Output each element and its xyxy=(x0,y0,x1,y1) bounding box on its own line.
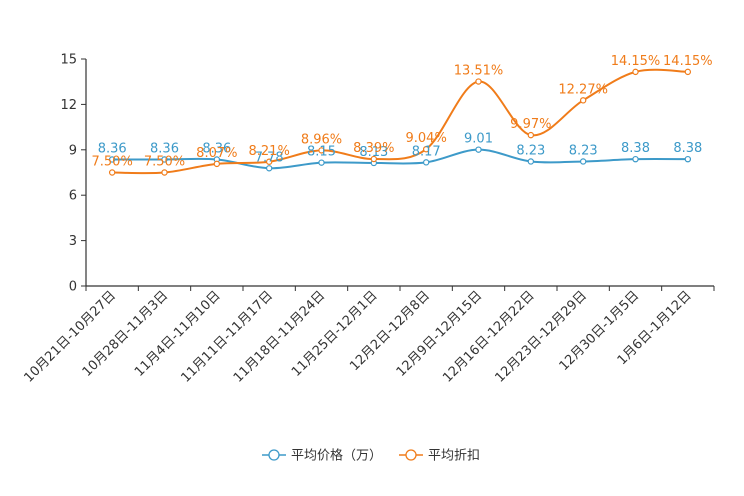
data-label: 8.13 xyxy=(359,145,388,160)
data-label: 9.01 xyxy=(464,132,493,147)
data-label: 8.36 xyxy=(98,141,127,156)
x-tick-label: 11月11日-11月17日 xyxy=(179,288,276,385)
data-point xyxy=(422,159,430,166)
chart-axes xyxy=(81,58,715,291)
data-point xyxy=(370,155,378,163)
data-point xyxy=(265,165,273,172)
series-points xyxy=(108,68,692,176)
x-axis-tick-labels: 10月21日-10月27日10月28日-11月3日11月4日-11月10日11月… xyxy=(22,288,695,385)
data-point xyxy=(213,160,221,168)
data-label: 12.27% xyxy=(558,82,608,97)
data-point xyxy=(265,158,273,165)
legend-label: 平均价格（万） xyxy=(291,448,382,464)
data-label: 14.15% xyxy=(663,54,713,69)
y-axis-tick-labels: 0 3 6 9 12 15 xyxy=(60,53,77,295)
x-tick-label: 12月23日-12月29日 xyxy=(493,288,590,385)
data-point xyxy=(318,147,325,154)
data-point xyxy=(161,156,168,163)
legend-label: 平均折扣 xyxy=(428,449,480,464)
y-tick-label: 12 xyxy=(60,98,77,113)
data-label: 8.23 xyxy=(516,143,545,158)
data-point xyxy=(632,68,639,76)
data-label: 8.36 xyxy=(202,141,231,156)
data-label: 8.38 xyxy=(621,141,650,156)
data-point xyxy=(318,159,325,166)
y-tick-label: 3 xyxy=(69,234,77,249)
data-point xyxy=(161,169,168,176)
data-label: 8.07% xyxy=(196,146,237,161)
data-labels: 8.36 8.36 8.36 7.78 8.15 8.13 8.17 9.01 8.23 8.23… xyxy=(92,54,713,170)
x-tick-label: 12月16日-12月22日 xyxy=(440,288,537,385)
data-label: 7.78 xyxy=(255,150,284,165)
chart-legend[interactable]: 平均价格（万） 平均折扣 xyxy=(262,448,480,464)
data-point xyxy=(579,158,587,165)
data-label: 8.15 xyxy=(307,145,336,160)
legend-item-1[interactable]: 平均价格（万） xyxy=(262,448,382,464)
data-label: 8.23 xyxy=(569,143,598,158)
data-label: 8.39% xyxy=(353,141,394,156)
y-tick-label: 0 xyxy=(69,280,77,295)
data-label: 8.21% xyxy=(249,144,290,159)
data-label: 7.50% xyxy=(92,155,133,170)
series-line-1 xyxy=(112,148,688,170)
data-point xyxy=(579,97,587,104)
data-point xyxy=(632,155,639,163)
data-point xyxy=(527,131,535,139)
data-label: 8.36 xyxy=(150,141,179,156)
data-label: 9.97% xyxy=(510,117,551,132)
data-label: 8.38 xyxy=(673,141,702,156)
data-point xyxy=(475,78,482,85)
y-tick-label: 6 xyxy=(69,189,77,204)
data-point xyxy=(422,145,430,153)
legend-marker-icon xyxy=(268,449,280,461)
data-point xyxy=(684,68,692,76)
data-point xyxy=(108,156,116,163)
y-tick-label: 15 xyxy=(60,53,77,68)
legend-marker-icon xyxy=(405,449,417,461)
x-tick-label: 10月21日-10月27日 xyxy=(22,288,119,385)
data-point xyxy=(527,158,535,165)
data-label: 9.04% xyxy=(406,131,447,146)
x-tick-label: 11月18日-11月24日 xyxy=(231,288,328,385)
data-label: 14.15% xyxy=(611,54,661,69)
data-label: 8.17 xyxy=(412,144,441,159)
data-point xyxy=(108,169,116,176)
data-label: 8.96% xyxy=(301,132,342,147)
data-label: 13.51% xyxy=(454,64,504,79)
data-point xyxy=(475,146,482,153)
y-tick-label: 9 xyxy=(69,143,77,158)
data-point xyxy=(684,155,692,163)
legend-item-2[interactable]: 平均折扣 xyxy=(399,449,480,464)
data-label: 7.50% xyxy=(144,155,185,170)
